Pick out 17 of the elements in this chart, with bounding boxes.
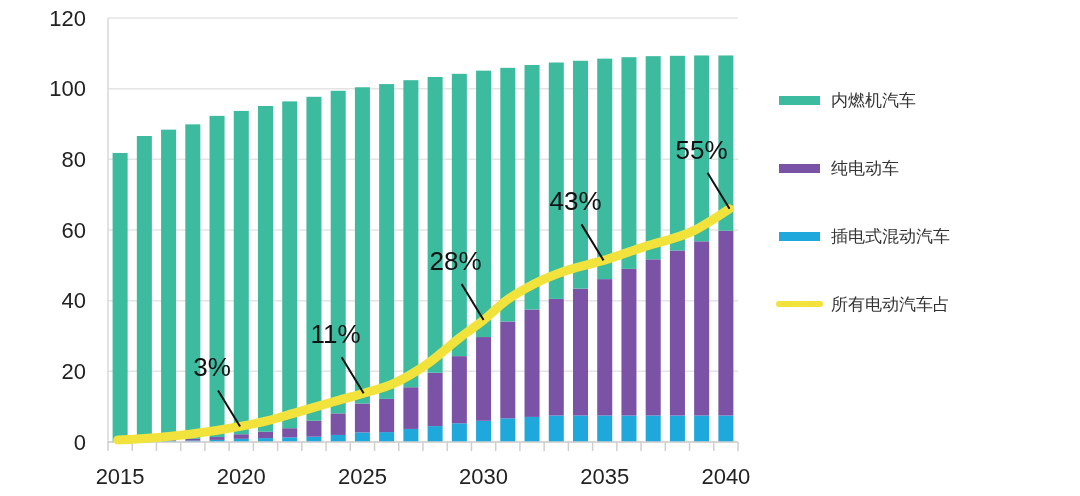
y-tick-label: 80 — [61, 147, 86, 173]
x-tick-label: 2020 — [216, 464, 266, 489]
y-tick-label: 120 — [49, 5, 86, 31]
legend-label: 插电式混动汽车 — [831, 226, 950, 246]
y-tick-label: 100 — [49, 76, 86, 102]
y-tick-label: 40 — [61, 288, 86, 314]
x-tick-label: 2025 — [337, 464, 387, 489]
y-tick-label: 20 — [61, 359, 86, 385]
legend-label: 内燃机汽车 — [831, 90, 916, 110]
legend-label: 纯电动车 — [831, 158, 899, 178]
x-tick-label: 2030 — [459, 464, 509, 489]
legend-label: 所有电动汽车占 — [831, 294, 950, 314]
x-tick-label: 2040 — [701, 464, 751, 489]
y-tick-label: 60 — [61, 217, 86, 243]
x-tick-label: 2015 — [95, 464, 145, 489]
x-tick-label: 2035 — [580, 464, 630, 489]
y-tick-label: 0 — [73, 429, 86, 455]
